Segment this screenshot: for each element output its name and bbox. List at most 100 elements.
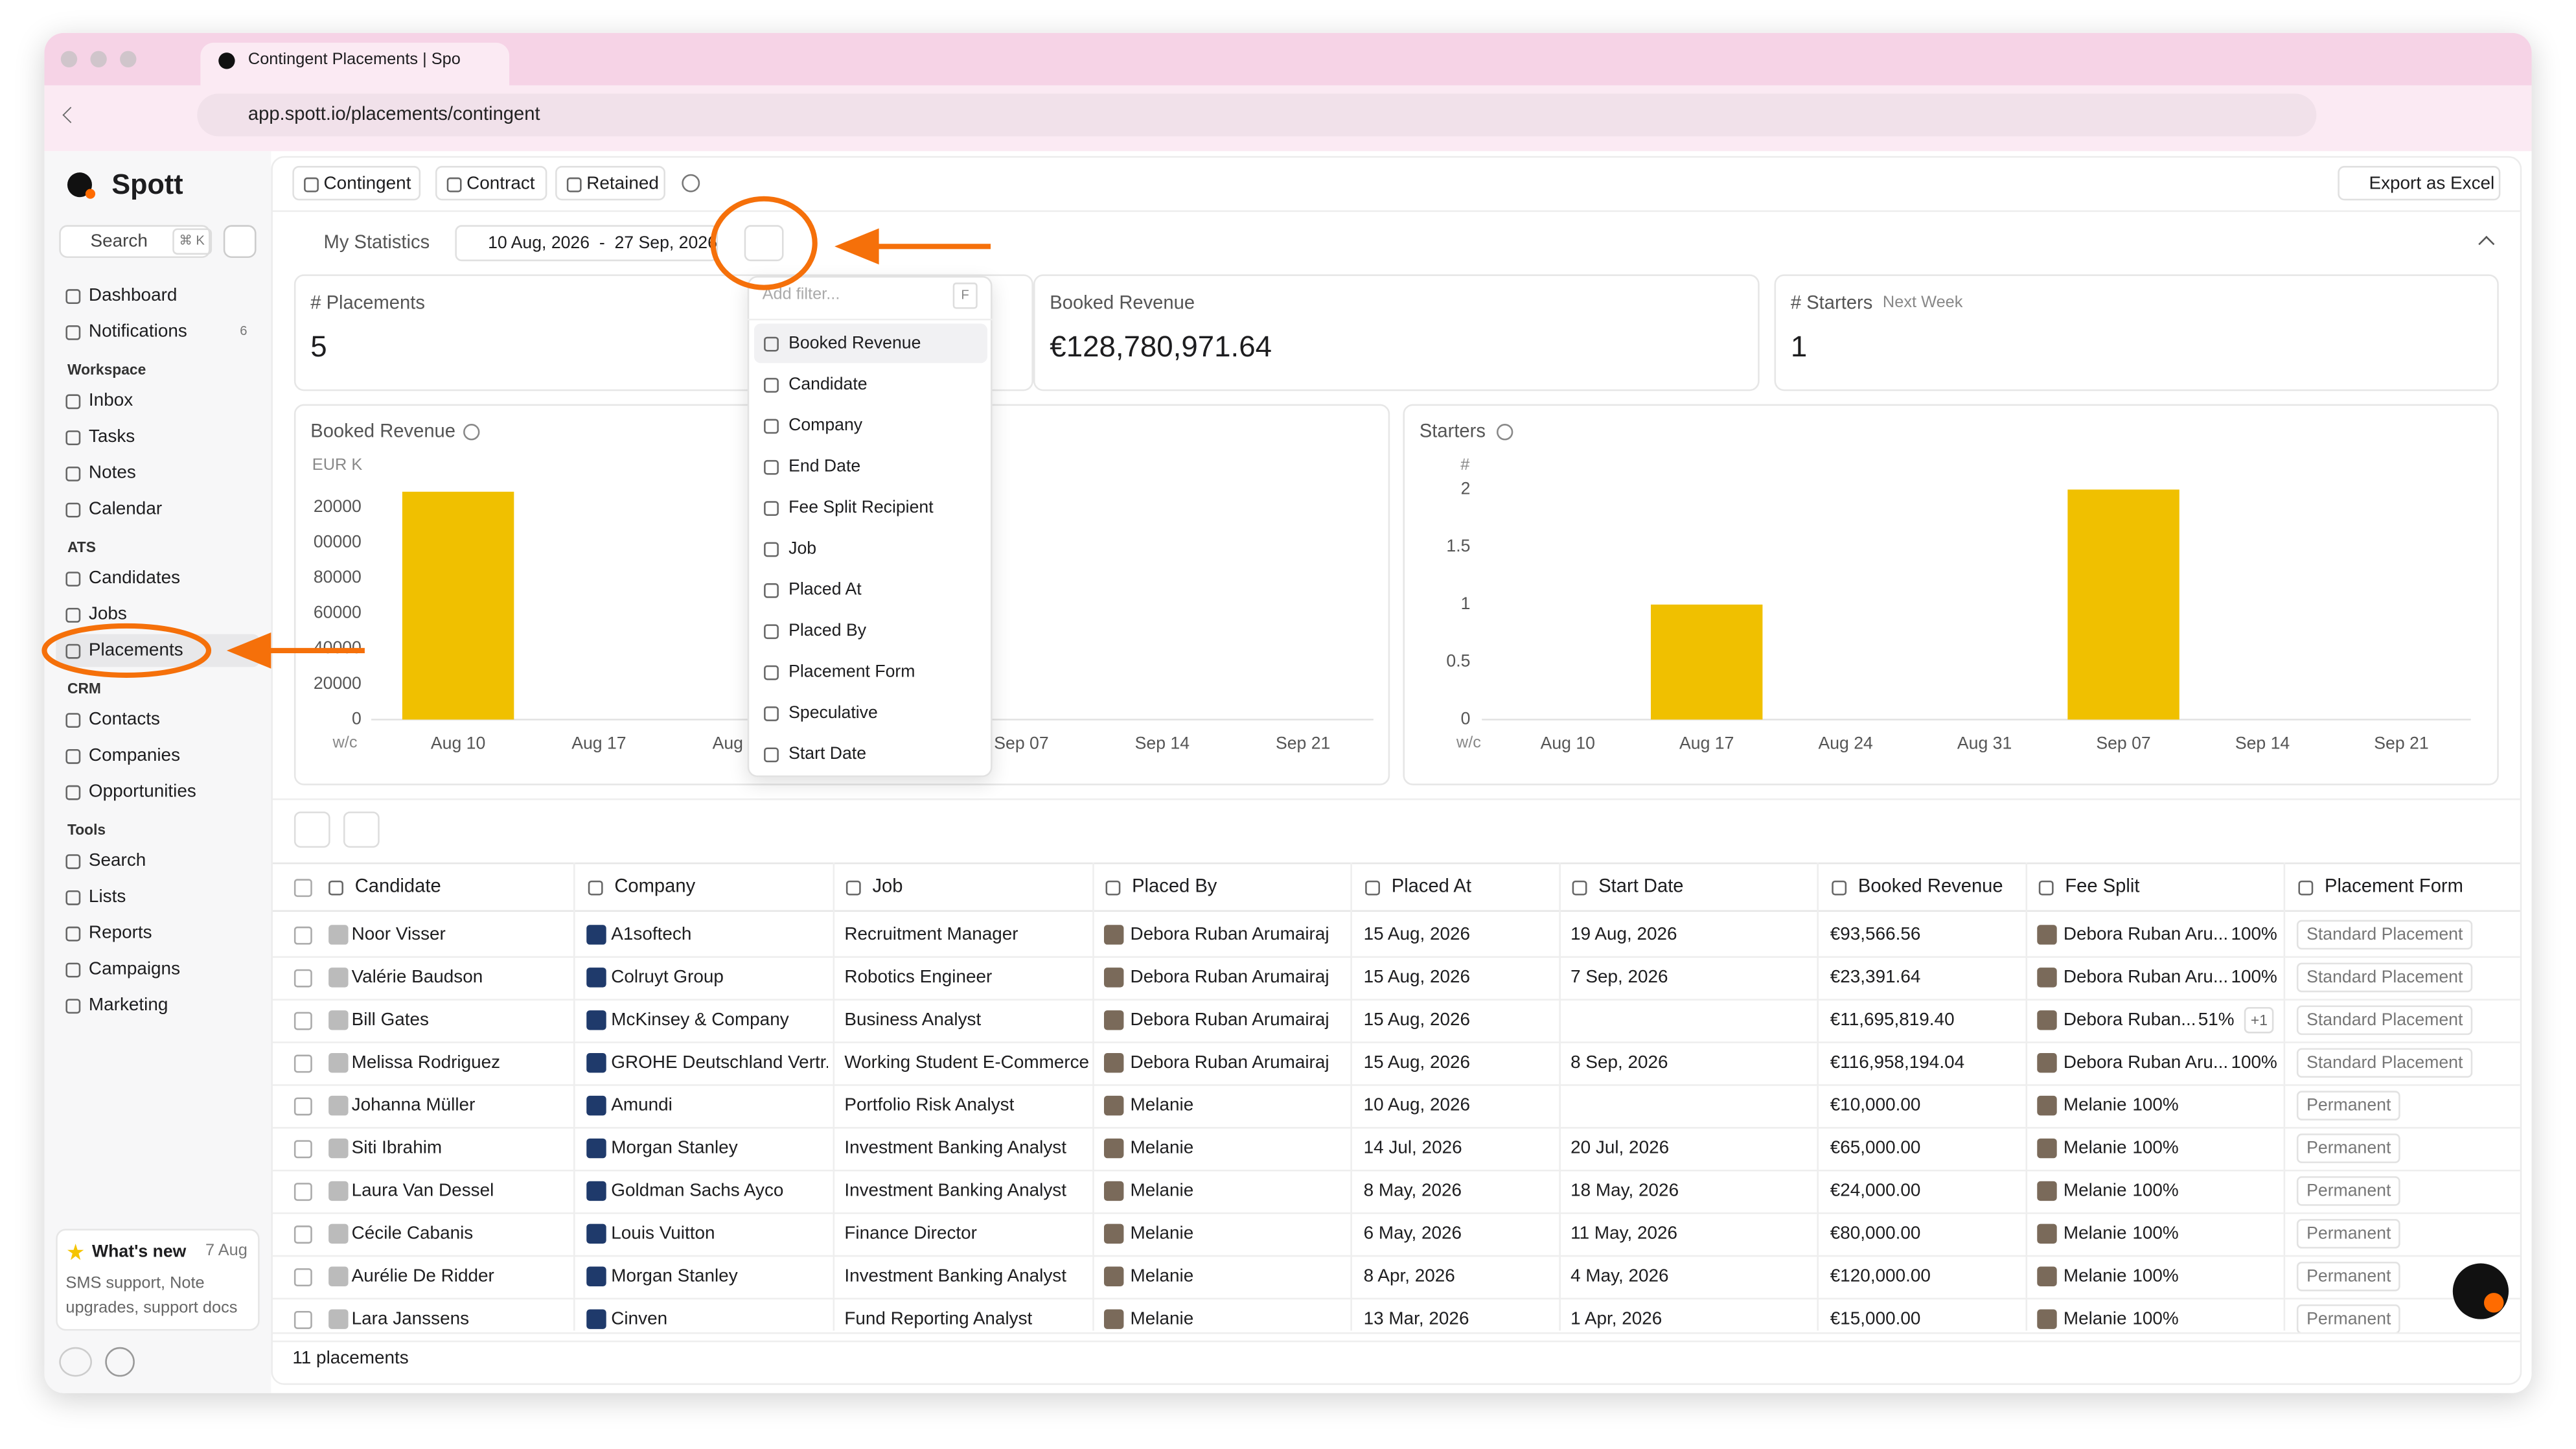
x-tick-label: Aug 10 xyxy=(431,733,485,752)
icon xyxy=(65,854,81,870)
cell-fee-pct: 100% xyxy=(2231,1052,2277,1073)
row-divider xyxy=(272,956,2520,958)
cell-revenue: €116,958,194.04 xyxy=(1830,1052,1965,1073)
cell-revenue: €120,000.00 xyxy=(1830,1266,1931,1286)
avatar xyxy=(1103,968,1124,988)
icon xyxy=(65,999,81,1014)
nav-item: Jobs xyxy=(88,604,127,625)
icon xyxy=(2298,880,2314,896)
avatar xyxy=(2037,1010,2057,1030)
cell-placed-at: 14 Jul, 2026 xyxy=(1363,1138,1462,1159)
column-divider xyxy=(1092,862,1094,1331)
cell-form: Standard Placement xyxy=(2296,962,2473,993)
cell-form: Permanent xyxy=(2296,1133,2401,1163)
icon xyxy=(65,713,81,728)
filter-option: Speculative xyxy=(788,703,878,723)
cell-fee-pct: 51% xyxy=(2198,1010,2235,1030)
cell-candidate: Valérie Baudson xyxy=(351,968,483,988)
cell-start-date: 8 Sep, 2026 xyxy=(1570,1052,1668,1073)
column-divider xyxy=(2283,862,2286,1331)
divider xyxy=(272,210,2520,213)
avatar xyxy=(328,968,349,988)
cell-job: Portfolio Risk Analyst xyxy=(844,1095,1015,1116)
cell-company: Morgan Stanley xyxy=(611,1266,738,1286)
bar xyxy=(1651,604,1763,720)
x-tick-label: Aug 17 xyxy=(571,733,626,752)
icon xyxy=(65,607,81,623)
x-tick-label: Sep 14 xyxy=(1135,733,1190,752)
cell-company: GROHE Deutschland Vertr... xyxy=(611,1052,828,1073)
avatar xyxy=(1103,1181,1124,1201)
x-tick-label: Aug 17 xyxy=(1679,733,1734,752)
table-header xyxy=(272,862,2520,912)
column-header: Booked Revenue xyxy=(1857,877,2003,898)
icon xyxy=(65,926,81,942)
icon xyxy=(65,466,81,481)
cell-candidate: Melissa Rodriguez xyxy=(351,1052,501,1073)
nav-section: ATS xyxy=(67,539,96,555)
cell-candidate: Aurélie De Ridder xyxy=(351,1266,494,1286)
icon xyxy=(446,176,462,192)
cell-form: Permanent xyxy=(2296,1261,2401,1292)
export-button xyxy=(2338,166,2501,201)
column-header: Job xyxy=(872,877,903,898)
search-box xyxy=(59,225,211,259)
card-title: # Starters xyxy=(1790,294,1873,314)
window-dot xyxy=(120,51,137,67)
filter-option: Placed By xyxy=(788,621,867,641)
filter-option: Placed At xyxy=(788,579,862,600)
avatar xyxy=(1103,1052,1124,1073)
cell-candidate: Johanna Müller xyxy=(351,1095,476,1116)
cell-company: Goldman Sachs Ayco xyxy=(611,1181,784,1201)
chart-title: Booked Revenue xyxy=(310,422,455,442)
x-tick-label: Sep 21 xyxy=(1276,733,1330,752)
x-tick-label: Sep 21 xyxy=(2374,733,2428,752)
cell-job: Robotics Engineer xyxy=(844,968,993,988)
column-header: Start Date xyxy=(1598,877,1684,898)
cell-placed-by: Debora Ruban Arumairaj xyxy=(1130,968,1329,988)
cell-placed-at: 8 Apr, 2026 xyxy=(1363,1266,1455,1286)
cell-fee-name: Melanie xyxy=(2063,1223,2127,1244)
cell-placed-by: Debora Ruban Arumairaj xyxy=(1130,1010,1329,1030)
stat-card xyxy=(293,274,1033,391)
icon xyxy=(588,880,603,896)
cell-form: Permanent xyxy=(2296,1304,2401,1334)
brand-dot xyxy=(85,189,96,199)
cell-placed-at: 15 Aug, 2026 xyxy=(1363,968,1471,988)
y-tick-label: 0.5 xyxy=(1446,651,1470,671)
cell-revenue: €80,000.00 xyxy=(1830,1223,1921,1244)
chart-card xyxy=(1403,404,2499,785)
icon xyxy=(65,289,81,304)
main-panel xyxy=(271,156,2522,1385)
cell-placed-by: Debora Ruban Arumairaj xyxy=(1130,925,1329,945)
column-divider xyxy=(1350,862,1352,1331)
row-checkbox xyxy=(293,1097,312,1116)
avatar xyxy=(328,1052,349,1073)
row-checkbox xyxy=(293,969,312,988)
row-checkbox xyxy=(293,1012,312,1030)
filter-option: Fee Split Recipient xyxy=(788,498,934,518)
nav-item: Notifications xyxy=(88,321,187,342)
y-tick-label: 00000 xyxy=(314,531,362,551)
icon xyxy=(65,643,81,659)
bar xyxy=(402,491,514,720)
y-unit: # xyxy=(1460,456,1470,475)
stat-card xyxy=(1033,274,1760,391)
filter-key: F xyxy=(952,283,978,309)
chat-dot xyxy=(2483,1293,2504,1313)
cell-fee-name: Melanie xyxy=(2063,1266,2127,1286)
column-header: Candidate xyxy=(354,877,441,898)
tab-button xyxy=(292,166,421,201)
avatar xyxy=(2037,1266,2057,1286)
y-tick-label: 20000 xyxy=(314,673,362,693)
avatar xyxy=(586,925,606,945)
window-dot xyxy=(90,51,107,67)
avatar xyxy=(1103,925,1124,945)
column-divider xyxy=(1559,862,1561,1331)
nav-item: Campaigns xyxy=(88,959,181,979)
cell-fee-name: Debora Ruban Aru... xyxy=(2063,968,2229,988)
cell-fee-extra: +1 xyxy=(2244,1007,2275,1034)
help-button xyxy=(105,1347,135,1377)
